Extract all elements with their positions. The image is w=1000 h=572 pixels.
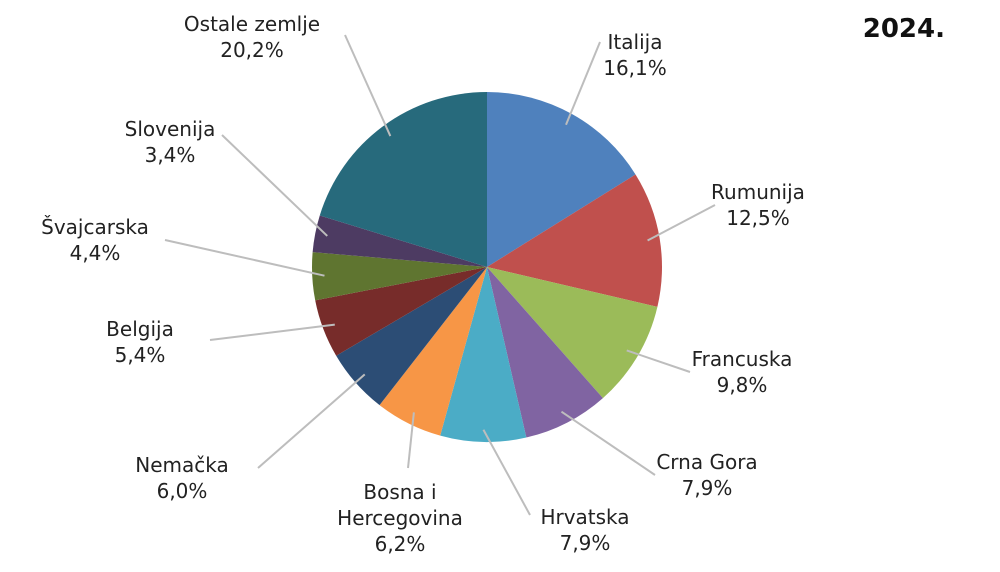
slice-category-label: Hrvatska bbox=[540, 505, 630, 529]
slice-label: Italija 16,1% bbox=[565, 29, 705, 81]
slice-category-label: Crna Gora bbox=[656, 450, 758, 474]
slice-label: Ostale zemlje 20,2% bbox=[182, 11, 322, 63]
pie-slice bbox=[440, 267, 527, 442]
slice-label: Crna Gora 7,9% bbox=[637, 449, 777, 501]
slice-category-label: Italija bbox=[607, 30, 663, 54]
slice-label: Belgija 5,4% bbox=[70, 316, 210, 368]
slice-category-label: Belgija bbox=[106, 317, 174, 341]
slice-label: Rumunija 12,5% bbox=[688, 179, 828, 231]
leader-line bbox=[257, 373, 366, 469]
slice-category-label: Nemačka bbox=[135, 453, 229, 477]
slice-category-label: Bosna i Hercegovina bbox=[337, 480, 463, 530]
leader-line bbox=[565, 41, 601, 126]
slice-value-label: 6,0% bbox=[156, 479, 208, 503]
slice-value-label: 12,5% bbox=[726, 206, 790, 230]
pie-slice bbox=[315, 267, 487, 356]
leader-line bbox=[221, 134, 328, 237]
slice-value-label: 9,8% bbox=[716, 373, 768, 397]
slice-value-label: 20,2% bbox=[220, 38, 284, 62]
slice-label: Bosna i Hercegovina 6,2% bbox=[330, 479, 470, 557]
pie-slice bbox=[487, 174, 662, 307]
slice-label: Slovenija 3,4% bbox=[100, 116, 240, 168]
slice-value-label: 16,1% bbox=[603, 56, 667, 80]
leader-line bbox=[647, 204, 716, 242]
slice-category-label: Francuska bbox=[691, 347, 793, 371]
leader-line bbox=[164, 239, 325, 277]
leader-line bbox=[344, 34, 392, 137]
leader-line bbox=[626, 349, 691, 373]
slice-label: Nemačka 6,0% bbox=[112, 452, 252, 504]
pie-slice bbox=[487, 92, 636, 267]
slice-label: Hrvatska 7,9% bbox=[515, 504, 655, 556]
slice-label: Švajcarska 4,4% bbox=[25, 214, 165, 266]
pie-slice bbox=[319, 92, 487, 267]
pie-slice bbox=[336, 267, 487, 406]
leader-line bbox=[560, 410, 656, 476]
slice-value-label: 5,4% bbox=[114, 343, 166, 367]
pie-slice bbox=[379, 267, 487, 436]
leader-line bbox=[209, 323, 335, 341]
slice-value-label: 6,2% bbox=[374, 532, 426, 556]
slice-category-label: Rumunija bbox=[711, 180, 805, 204]
slice-label: Francuska 9,8% bbox=[672, 346, 812, 398]
pie-slice bbox=[487, 267, 603, 438]
slice-value-label: 3,4% bbox=[144, 143, 196, 167]
slice-category-label: Slovenija bbox=[124, 117, 216, 141]
leader-line bbox=[482, 429, 531, 516]
slice-category-label: Ostale zemlje bbox=[183, 12, 321, 36]
chart-title: 2024. bbox=[862, 14, 945, 44]
slice-value-label: 7,9% bbox=[681, 476, 733, 500]
pie-slice bbox=[487, 267, 658, 399]
pie-slice bbox=[312, 252, 487, 301]
slice-value-label: 4,4% bbox=[69, 241, 121, 265]
pie-slice bbox=[312, 215, 487, 267]
slice-value-label: 7,9% bbox=[559, 531, 611, 555]
leader-line bbox=[407, 412, 415, 469]
slice-category-label: Švajcarska bbox=[41, 215, 149, 239]
